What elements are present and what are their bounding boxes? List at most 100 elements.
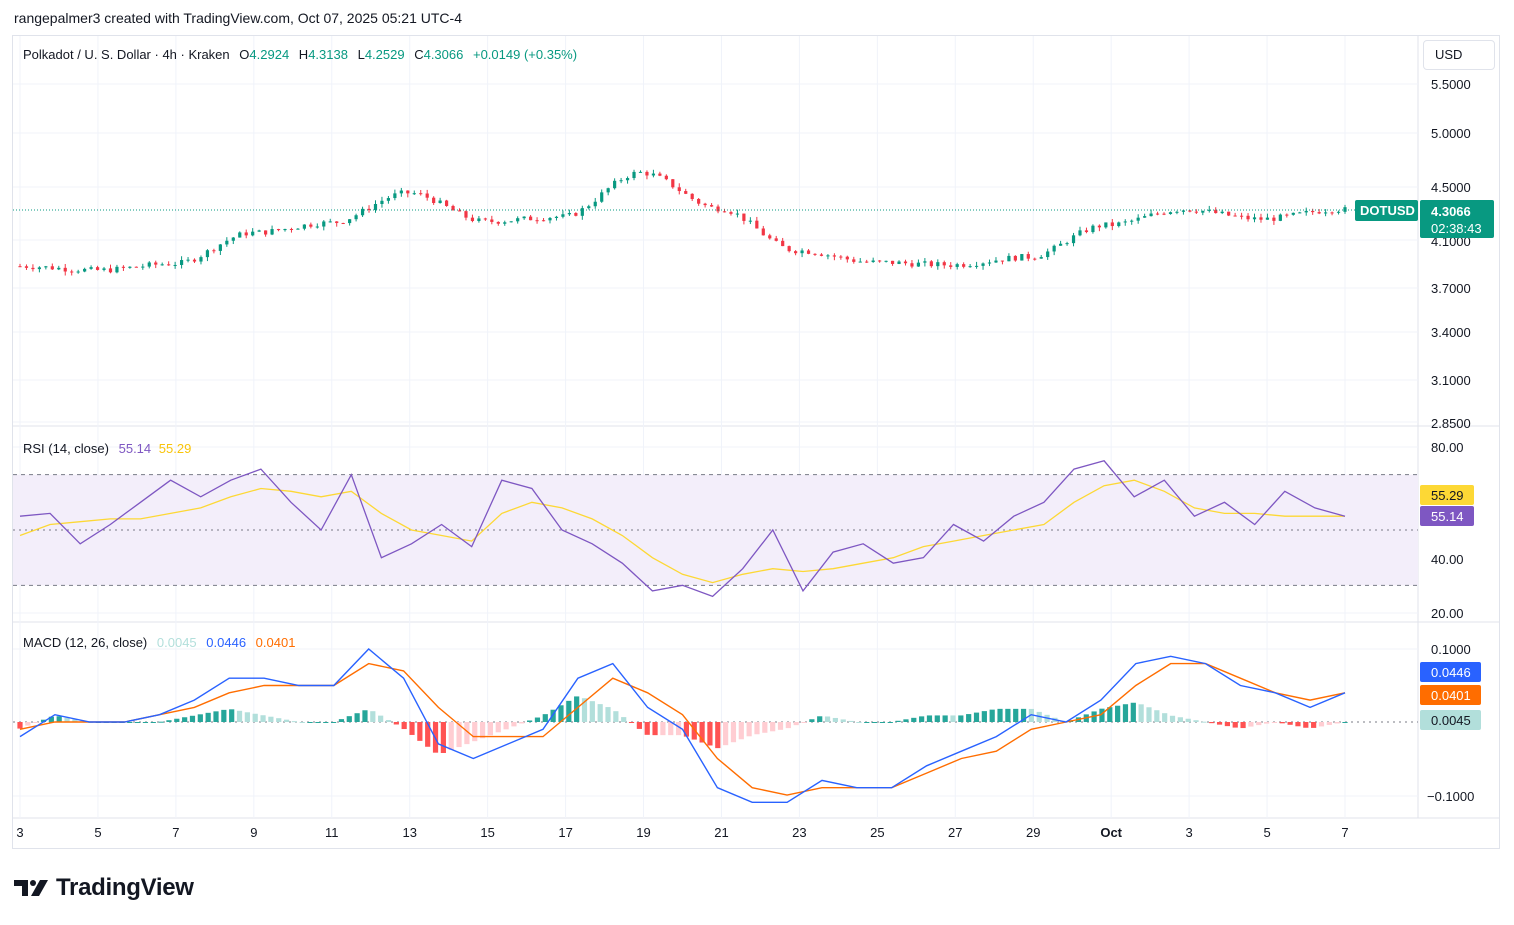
candle-body <box>645 171 649 176</box>
price-tick: 2.8500 <box>1431 416 1471 431</box>
candle-body <box>1084 230 1089 233</box>
time-tick: 13 <box>402 825 416 840</box>
macd-histogram-bar <box>1216 722 1223 725</box>
candle-body <box>1007 255 1011 262</box>
rsi-value: 55.14 <box>119 441 152 456</box>
candle-body <box>322 221 326 227</box>
candle-body <box>903 261 908 264</box>
candle-body <box>664 175 668 180</box>
candle-body <box>296 228 300 230</box>
candle-body <box>884 260 888 262</box>
macd-histogram-bar <box>448 722 454 751</box>
macd-histogram-bar <box>1248 722 1254 727</box>
macd-histogram-bar <box>746 722 752 737</box>
candle-body <box>923 261 927 263</box>
macd-histogram-bar <box>1099 708 1105 722</box>
macd-histogram <box>13 696 1418 753</box>
candle-body <box>477 218 481 222</box>
candle-body <box>871 260 875 263</box>
macd-histogram-bar <box>338 719 345 722</box>
macd-histogram-bar <box>127 722 133 723</box>
macd-histogram-bar <box>558 705 564 722</box>
candle-body <box>50 266 54 270</box>
time-tick: 25 <box>870 825 884 840</box>
macd-histogram-bar <box>268 716 274 722</box>
tradingview-logo[interactable]: TradingView <box>14 874 194 902</box>
price-tick: 4.5000 <box>1431 180 1471 195</box>
close-value: 4.3066 <box>424 47 464 62</box>
macd-histogram-bar <box>417 722 423 741</box>
candle-body <box>270 229 274 235</box>
candle-body <box>716 206 720 212</box>
candle-body <box>1214 209 1218 214</box>
macd-histogram-bar <box>699 722 705 743</box>
macd-legend[interactable]: MACD (12, 26, close) 0.0045 0.0446 0.040… <box>23 635 295 650</box>
macd-histogram-bar <box>385 720 392 722</box>
grid-lines <box>13 36 1418 818</box>
macd-histogram-bar <box>1263 722 1270 724</box>
macd-histogram-bar <box>1279 722 1285 724</box>
macd-histogram-bar <box>1318 722 1325 727</box>
candle-body <box>529 216 533 221</box>
candle-body <box>451 205 455 211</box>
macd-histogram-bar <box>848 720 854 722</box>
macd-histogram-bar <box>903 719 909 722</box>
candle-body <box>826 255 830 257</box>
candle-body <box>212 250 216 252</box>
macd-histogram-bar <box>236 710 243 722</box>
symbol-legend[interactable]: Polkadot / U. S. Dollar · 4h · Kraken O4… <box>23 47 577 62</box>
macd-histogram-bar <box>182 717 188 722</box>
candle-body <box>735 213 740 215</box>
candle-body <box>729 212 733 214</box>
macd-histogram-bar <box>785 722 791 729</box>
last-price-tag: 4.3066 <box>1431 204 1471 219</box>
macd-histogram-bar <box>64 717 70 722</box>
candle-body <box>108 268 113 273</box>
rsi-legend[interactable]: RSI (14, close) 55.14 55.29 <box>23 441 191 456</box>
candle-body <box>380 200 384 204</box>
candle-body <box>432 197 436 204</box>
macd-series <box>19 648 1346 803</box>
candlestick-series[interactable] <box>18 169 1347 276</box>
candle-body <box>141 266 145 268</box>
macd-histogram-bar <box>754 722 760 735</box>
macd-histogram-bar <box>1334 722 1340 724</box>
candle-body <box>865 261 869 263</box>
macd-axis[interactable]: 0.1000 −0.1000 <box>1427 642 1474 804</box>
macd-histogram-bar <box>817 716 823 722</box>
candle-body <box>1336 211 1341 213</box>
candle-body <box>1097 225 1101 228</box>
macd-histogram-bar <box>1232 722 1238 728</box>
rsi-ma-tag-bg <box>1420 485 1474 505</box>
candle-body <box>276 229 281 231</box>
currency-button[interactable]: USD <box>1423 40 1495 70</box>
candle-body <box>1278 214 1282 221</box>
low-value: 4.2529 <box>365 47 405 62</box>
macd-histogram-bar <box>738 722 744 740</box>
price-tick: 3.7000 <box>1431 281 1471 296</box>
macd-histogram-bar <box>730 722 737 743</box>
macd-histogram-bar <box>832 717 838 722</box>
candle-body <box>742 213 746 221</box>
time-tick: 5 <box>94 825 101 840</box>
candle-body <box>483 218 487 220</box>
macd-histogram-bar <box>213 711 219 722</box>
macd-histogram-bar <box>887 722 893 723</box>
candle-body <box>354 215 358 220</box>
candle-body <box>393 193 397 199</box>
candle-body <box>574 213 578 216</box>
macd-histogram-bar <box>1028 708 1034 722</box>
time-axis[interactable]: 3 5 7 9 11 13 15 17 19 21 23 25 27 29 Oct 3 5 7 <box>16 825 1348 840</box>
candle-body <box>1233 215 1237 217</box>
candle-body <box>160 264 164 266</box>
macd-histogram-bar <box>1146 707 1152 722</box>
candle-body <box>1143 216 1147 218</box>
candle-body <box>63 267 67 272</box>
price-axis[interactable]: 5.5000 5.0000 4.5000 4.1000 3.7000 3.400… <box>1431 77 1471 431</box>
candle-body <box>251 231 255 236</box>
rsi-axis[interactable]: 80.00 40.00 20.00 <box>1431 440 1464 621</box>
candle-body <box>1123 221 1127 223</box>
macd-histogram-bar <box>636 722 642 729</box>
candle-body <box>1065 243 1069 245</box>
